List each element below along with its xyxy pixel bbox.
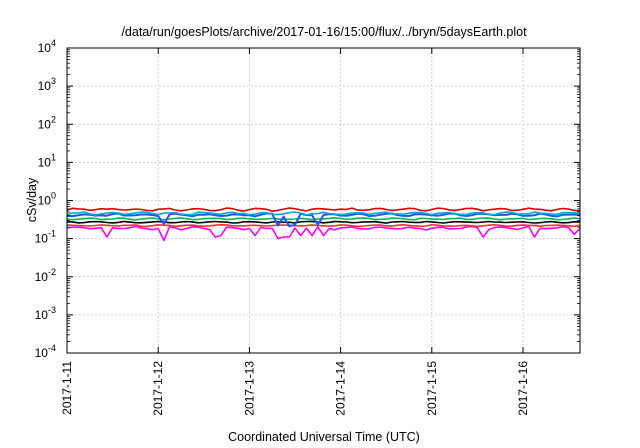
x-tick-labels: 2017-1-11 2017-1-12 2017-1-13 2017-1-14 2017…	[60, 361, 530, 416]
y-tick-label: 10-3	[35, 305, 56, 322]
x-tick-label: 2017-1-13	[242, 361, 256, 416]
series-line	[66, 220, 581, 224]
chart-title: /data/run/goesPlots/archive/2017-01-16/1…	[121, 25, 527, 39]
series-line	[66, 224, 581, 228]
y-tick-labels: 104 103 102 101 100 10-1 10-2 10-3 10-4	[35, 38, 56, 360]
grid	[66, 48, 580, 353]
ticks	[66, 47, 580, 354]
x-tick-label: 2017-1-14	[334, 361, 348, 416]
y-tick-label: 102	[38, 114, 56, 131]
y-tick-label: 10-1	[35, 229, 56, 246]
y-tick-label: 100	[38, 191, 56, 208]
y-tick-label: 101	[38, 152, 56, 169]
series-line	[66, 225, 581, 242]
y-axis-label: cSv/day	[25, 177, 39, 222]
x-tick-label: 2017-1-16	[516, 361, 530, 416]
x-axis-label: Coordinated Universal Time (UTC)	[228, 430, 420, 444]
y-tick-label: 10-2	[35, 267, 56, 284]
y-tick-label: 10-4	[35, 343, 56, 360]
x-tick-label: 2017-1-15	[425, 361, 439, 416]
series-line	[66, 207, 581, 212]
y-tick-label: 104	[38, 38, 56, 55]
x-tick-label: 2017-1-12	[151, 361, 165, 416]
x-tick-label: 2017-1-11	[60, 361, 74, 415]
series-line	[66, 211, 581, 216]
series-line	[66, 217, 581, 221]
series-group	[66, 207, 581, 242]
y-tick-label: 103	[38, 76, 56, 93]
